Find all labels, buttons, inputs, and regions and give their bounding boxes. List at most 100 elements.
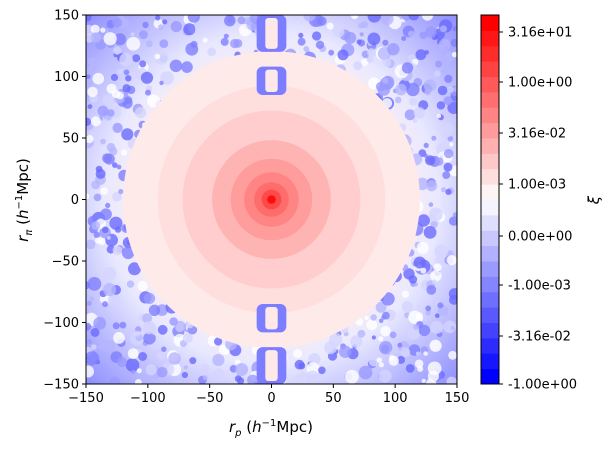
noise-blob bbox=[121, 128, 134, 141]
noise-blob bbox=[112, 162, 118, 168]
noise-blob bbox=[93, 231, 101, 239]
noise-blob bbox=[102, 153, 113, 164]
noise-blob bbox=[106, 83, 117, 94]
colorbar-tick-label: 0.00e+00 bbox=[508, 230, 572, 245]
noise-blob bbox=[121, 149, 128, 156]
noise-blob bbox=[370, 314, 377, 321]
x-axis-ticks: −150 −100 −50 0 50 100 150 bbox=[68, 384, 469, 406]
noise-blob bbox=[426, 285, 437, 295]
noise-blob bbox=[405, 364, 415, 373]
noise-blob bbox=[101, 226, 109, 234]
noise-blob bbox=[350, 15, 359, 20]
noise-blob bbox=[438, 39, 451, 51]
noise-blob bbox=[423, 226, 437, 239]
colorbar-band bbox=[481, 276, 499, 293]
noise-blob bbox=[112, 245, 123, 256]
noise-blob bbox=[150, 343, 158, 350]
noise-blob bbox=[416, 241, 429, 254]
noise-blob bbox=[103, 118, 108, 123]
noise-blob bbox=[431, 279, 437, 285]
noise-blob bbox=[154, 53, 161, 60]
noise-blob bbox=[414, 359, 424, 369]
noise-blob bbox=[136, 368, 142, 374]
colorbar-band bbox=[481, 214, 499, 231]
colorbar bbox=[481, 15, 499, 385]
noise-blob bbox=[170, 21, 182, 33]
colorbar-tick-label: 3.16e-02 bbox=[508, 127, 566, 142]
noise-blob bbox=[117, 68, 123, 75]
noise-blob bbox=[233, 39, 243, 48]
noise-blob bbox=[447, 86, 454, 93]
noise-blob bbox=[90, 116, 102, 127]
noise-blob bbox=[434, 70, 441, 77]
noise-blob bbox=[109, 216, 123, 230]
noise-blob bbox=[103, 32, 117, 46]
noise-blob bbox=[143, 332, 156, 345]
x-tick-label: 50 bbox=[325, 391, 342, 406]
noise-blob bbox=[376, 357, 383, 363]
noise-blob bbox=[112, 295, 120, 303]
noise-blob bbox=[409, 97, 418, 106]
noise-blob bbox=[91, 180, 101, 190]
noise-blob bbox=[202, 375, 208, 381]
colorbar-band bbox=[481, 199, 499, 216]
noise-blob bbox=[140, 71, 154, 84]
noise-blob bbox=[357, 329, 366, 338]
noise-blob bbox=[134, 330, 141, 337]
noise-blob bbox=[118, 188, 124, 195]
noise-blob bbox=[318, 366, 326, 375]
colorbar-band bbox=[481, 184, 499, 201]
noise-blob bbox=[189, 357, 197, 365]
noise-blob bbox=[145, 89, 151, 96]
noise-blob bbox=[135, 379, 142, 384]
noise-blob bbox=[86, 15, 92, 22]
noise-blob bbox=[100, 208, 112, 221]
colorbar-band bbox=[481, 61, 499, 78]
noise-blob bbox=[312, 31, 322, 41]
noise-blob bbox=[449, 142, 454, 147]
noise-blob bbox=[185, 42, 199, 56]
noise-blob bbox=[358, 365, 373, 380]
noise-blob bbox=[86, 74, 91, 80]
noise-blob bbox=[97, 105, 109, 117]
noise-blob bbox=[142, 21, 149, 29]
noise-blob bbox=[417, 214, 430, 227]
noise-blob bbox=[356, 39, 362, 45]
noise-blob bbox=[337, 49, 349, 61]
noise-blob bbox=[92, 72, 105, 85]
colorbar-band bbox=[481, 30, 499, 47]
noise-blob bbox=[86, 78, 93, 87]
noise-blob bbox=[116, 356, 127, 368]
noise-blob bbox=[364, 315, 369, 321]
noise-blob bbox=[452, 26, 457, 32]
noise-blob bbox=[169, 59, 183, 73]
line-of-sight-features bbox=[256, 15, 287, 384]
noise-blob bbox=[143, 292, 156, 305]
noise-blob bbox=[444, 74, 453, 83]
noise-blob bbox=[91, 221, 101, 230]
noise-blob bbox=[106, 142, 116, 152]
colorbar-ticks: 3.16e+01 1.00e+00 3.16e-02 1.00e-03 0.00e+00… bbox=[499, 26, 577, 393]
noise-blob bbox=[90, 24, 100, 34]
noise-blob bbox=[413, 118, 418, 123]
noise-blob bbox=[378, 369, 392, 383]
noise-blob bbox=[421, 15, 434, 21]
noise-blob bbox=[157, 351, 166, 360]
x-tick-label: 100 bbox=[383, 391, 408, 406]
noise-blob bbox=[421, 378, 426, 383]
noise-blob bbox=[366, 56, 374, 63]
noise-blob bbox=[366, 319, 378, 331]
noise-blob bbox=[423, 142, 429, 148]
noise-blob bbox=[413, 107, 426, 119]
noise-blob bbox=[112, 122, 123, 133]
noise-blob bbox=[124, 96, 133, 104]
noise-blob bbox=[449, 216, 457, 226]
heatmap-plot bbox=[86, 15, 457, 384]
noise-blob bbox=[420, 267, 427, 274]
noise-blob bbox=[116, 91, 124, 100]
noise-blob bbox=[423, 351, 428, 356]
noise-blob bbox=[401, 301, 413, 313]
noise-blob bbox=[156, 367, 168, 378]
noise-blob bbox=[358, 23, 364, 29]
